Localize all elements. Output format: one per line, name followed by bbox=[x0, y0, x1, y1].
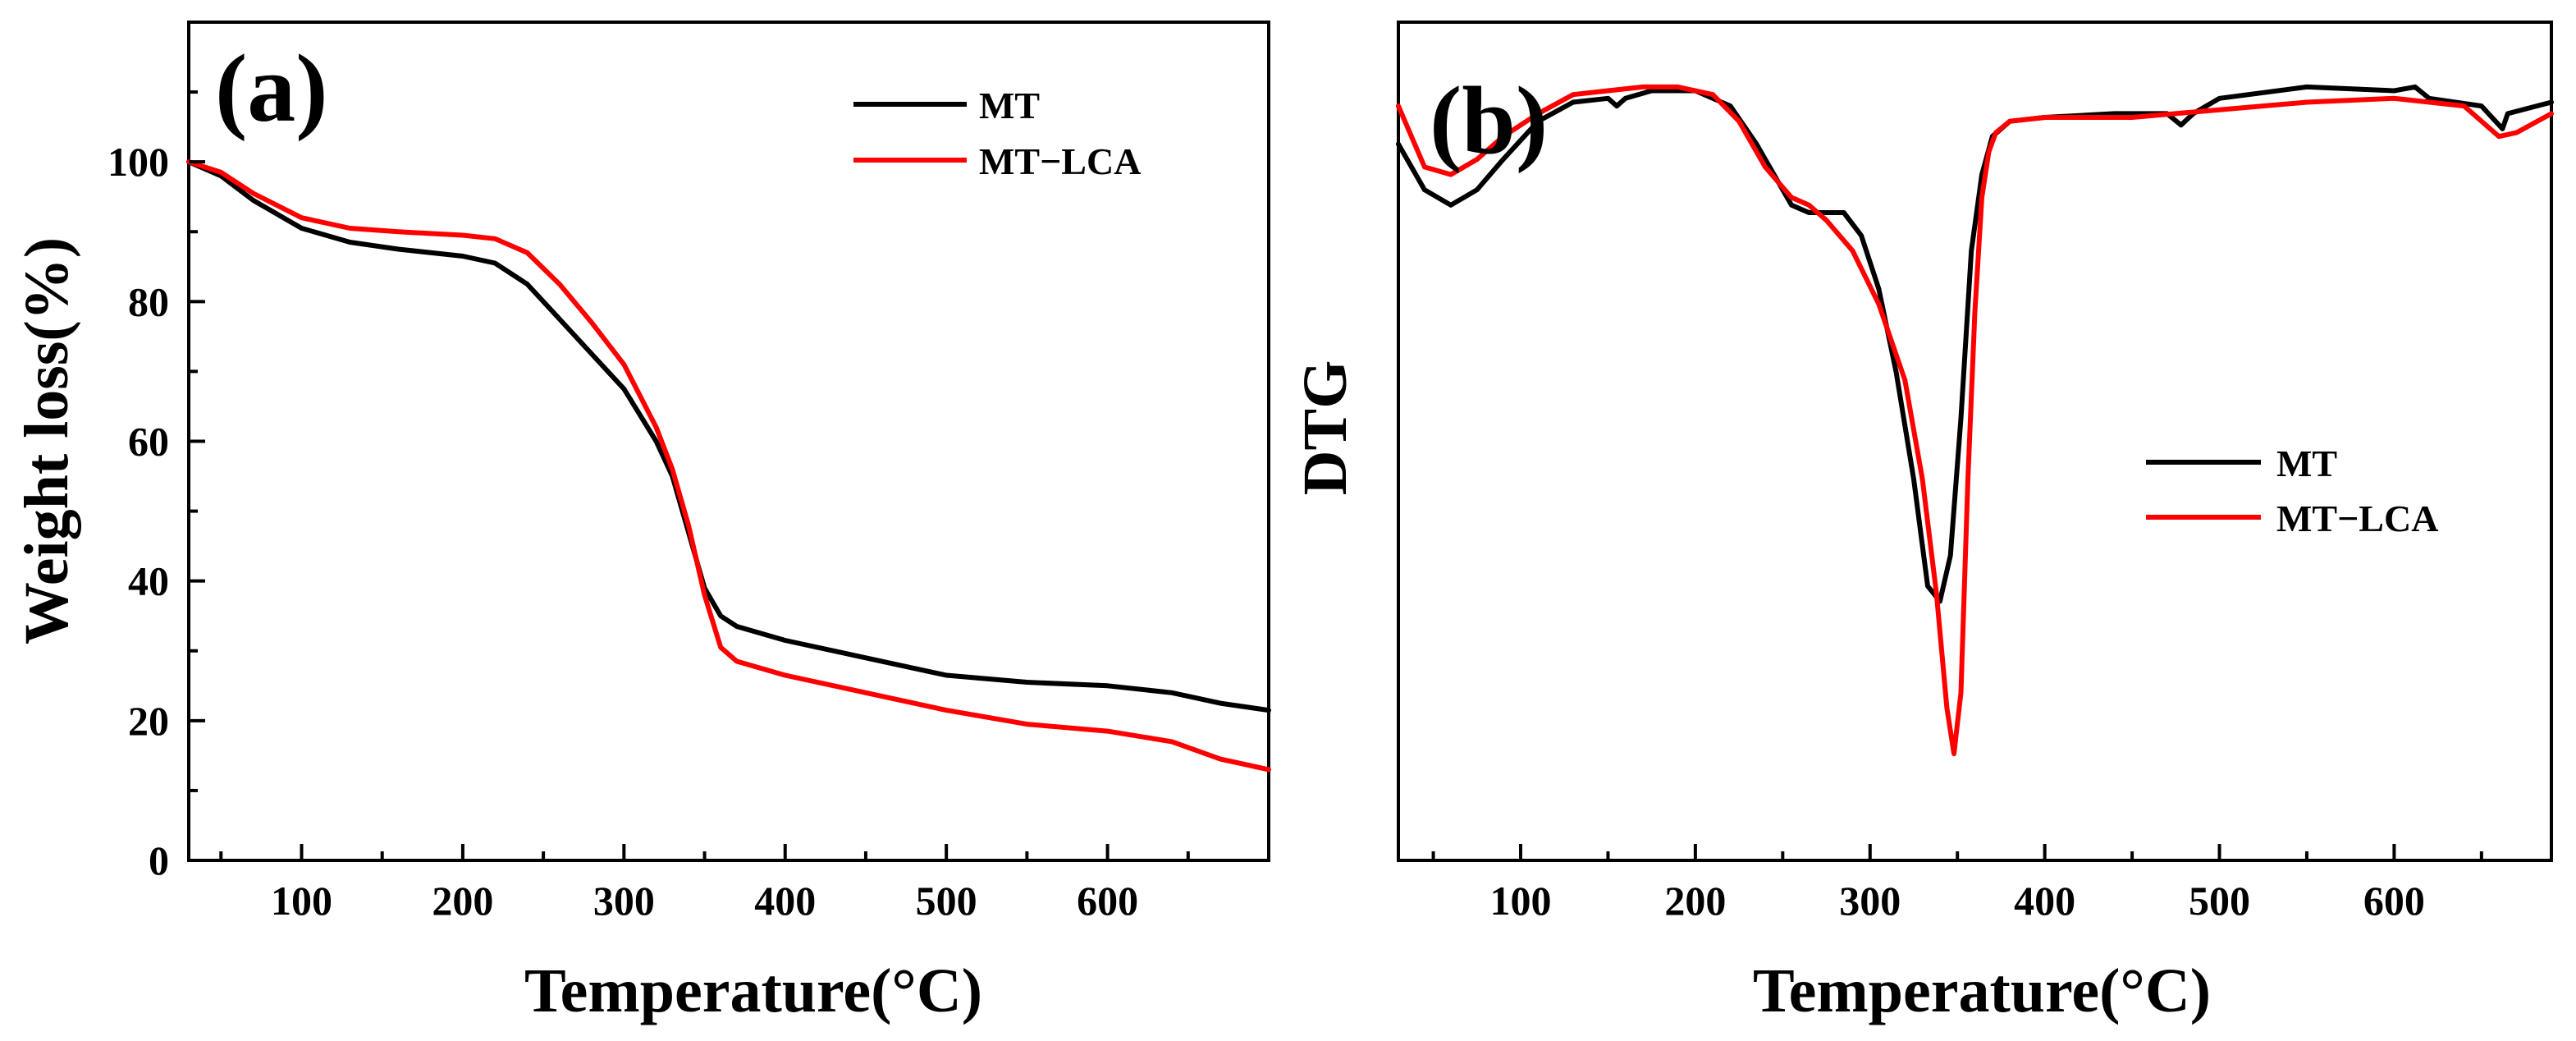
chart-a-x-tick-label-400: 400 bbox=[754, 878, 816, 924]
chart-b-legend-label-mt-lca: MT−LCA bbox=[2276, 498, 2438, 539]
chart-a-legend-label-mt: MT bbox=[979, 85, 1040, 126]
chart-a-y-tick-label-0: 0 bbox=[149, 837, 169, 883]
chart-b-x-tick-label-500: 500 bbox=[2189, 878, 2250, 924]
chart-b-series-mt bbox=[1396, 84, 2554, 604]
chart-b-x-tick-label-600: 600 bbox=[2363, 878, 2425, 924]
chart-a-legend: MT MT−LCA bbox=[853, 85, 1141, 182]
chart-a-y-axis-title: Weight loss(%) bbox=[12, 237, 81, 644]
chart-a-series-mt bbox=[186, 159, 1271, 713]
chart-a-x-axis-title: Temperature(°C) bbox=[524, 956, 982, 1025]
chart-a-y-tick-label-100: 100 bbox=[108, 139, 169, 185]
chart-a: 100 200 300 400 500 600 0 20 40 60 80 100 (a) Weigh… bbox=[12, 21, 1271, 1025]
chart-a-y-tick-label-80: 80 bbox=[128, 278, 169, 324]
chart-a-x-tick-label-100: 100 bbox=[271, 878, 332, 924]
chart-a-x-tick-label-500: 500 bbox=[916, 878, 977, 924]
chart-a-x-tick-label-300: 300 bbox=[593, 878, 655, 924]
chart-b-panel-label: (b) bbox=[1430, 66, 1548, 174]
chart-b-x-tick-label-200: 200 bbox=[1664, 878, 1726, 924]
chart-a-series-mt-lca bbox=[186, 159, 1271, 773]
chart-a-x-tick-label-600: 600 bbox=[1077, 878, 1138, 924]
chart-b-legend-label-mt: MT bbox=[2276, 443, 2337, 484]
chart-b-legend: MT MT−LCA bbox=[2146, 443, 2438, 539]
chart-b-series-mt-lca bbox=[1396, 84, 2554, 757]
chart-b-x-tick-label-300: 300 bbox=[1839, 878, 1901, 924]
chart-a-y-tick-label-40: 40 bbox=[128, 558, 169, 604]
chart-b-x-tick-label-400: 400 bbox=[2014, 878, 2075, 924]
chart-a-legend-label-mt-lca: MT−LCA bbox=[979, 140, 1141, 182]
chart-b-x-tick-label-100: 100 bbox=[1490, 878, 1552, 924]
chart-b-ticks: 100 200 300 400 500 600 bbox=[1431, 844, 2483, 924]
chart-b-series-layer bbox=[1396, 84, 2554, 757]
chart-a-y-tick-label-20: 20 bbox=[128, 698, 169, 744]
chart-a-series-layer bbox=[186, 159, 1271, 773]
chart-a-y-tick-label-60: 60 bbox=[128, 419, 169, 465]
chart-b-x-axis-title: Temperature(°C) bbox=[1753, 956, 2211, 1025]
chart-b-y-axis-title: DTG bbox=[1291, 360, 1360, 496]
chart-a-ticks: 100 200 300 400 500 600 0 20 40 60 80 100 bbox=[108, 90, 1190, 924]
chart-a-x-tick-label-200: 200 bbox=[432, 878, 493, 924]
chart-a-panel-label: (a) bbox=[215, 34, 328, 142]
chart-b: 100 200 300 400 500 600 (b) DTG Temperature(°… bbox=[1291, 21, 2554, 1025]
chart-b-frame bbox=[1397, 21, 2553, 862]
